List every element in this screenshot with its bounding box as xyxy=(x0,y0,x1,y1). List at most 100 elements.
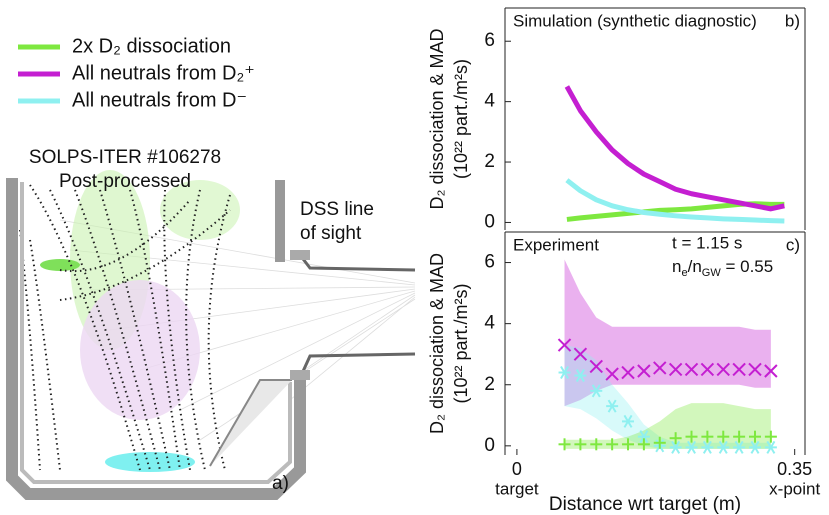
annotation-part: /n xyxy=(688,257,702,276)
y-tick-label: 4 xyxy=(484,313,495,334)
marker-stroke xyxy=(573,347,588,361)
annotation: Simulation (synthetic diagnostic) xyxy=(513,11,757,30)
marker xyxy=(764,364,778,378)
marker-stroke xyxy=(764,364,778,378)
marker-stroke xyxy=(732,362,746,377)
marker xyxy=(749,430,761,443)
marker-stroke xyxy=(718,440,728,454)
sight-lines xyxy=(59,219,416,441)
marker-stroke xyxy=(668,362,683,377)
annotation-part: = 0.55 xyxy=(721,257,773,276)
marker-stroke xyxy=(637,364,651,378)
marker xyxy=(621,365,635,380)
marker-stroke xyxy=(557,338,572,352)
marker xyxy=(606,438,619,451)
y-tick-label: 2 xyxy=(484,151,495,172)
y-tick-label: 4 xyxy=(484,91,495,112)
legend-label: All neutrals from D₂⁺ xyxy=(72,62,255,84)
marker-stroke xyxy=(605,367,619,381)
x-tick-label: 0.35 xyxy=(777,459,812,479)
marker xyxy=(574,369,587,383)
marker-stroke xyxy=(621,365,635,380)
marker xyxy=(653,436,666,449)
annotation-part: GW xyxy=(702,267,722,279)
marker xyxy=(733,440,746,454)
marker xyxy=(573,347,588,361)
marker xyxy=(701,430,714,443)
marker-stroke xyxy=(589,359,603,374)
y-tick-label: 6 xyxy=(484,252,495,273)
los-label: DSS line xyxy=(300,199,374,220)
marker xyxy=(732,362,746,377)
panel-label: b) xyxy=(785,11,800,30)
y-tick-label: 6 xyxy=(484,30,495,51)
marker xyxy=(637,364,651,378)
annotation: ne/nGW = 0.55 xyxy=(672,257,773,278)
marker xyxy=(684,362,699,377)
marker xyxy=(590,384,603,398)
marker xyxy=(717,440,730,454)
marker-stroke xyxy=(748,362,762,377)
marker xyxy=(558,438,571,451)
marker xyxy=(685,430,698,443)
marker xyxy=(622,438,635,451)
marker-stroke xyxy=(560,366,569,380)
marker xyxy=(764,440,777,454)
marker-stroke xyxy=(734,440,744,454)
los-label: of sight xyxy=(300,223,362,244)
marker-stroke xyxy=(591,384,601,398)
marker xyxy=(637,438,650,451)
y-tick-label: 0 xyxy=(484,435,495,456)
marker xyxy=(717,430,730,443)
annotation: t = 1.15 s xyxy=(672,233,742,252)
diagram-subtitle: Post-processed xyxy=(59,171,191,192)
marker xyxy=(685,440,698,454)
x-tick-sublabel: x-point xyxy=(769,479,820,498)
y-axis-unit: (10²² part./m²s) xyxy=(451,59,471,179)
vessel-diagram: SOLPS-ITER #106278 Post-processed DSS li… xyxy=(6,147,416,500)
marker xyxy=(733,430,746,443)
marker xyxy=(605,367,619,381)
annotation: Experiment xyxy=(513,235,599,254)
marker xyxy=(764,430,777,443)
marker xyxy=(668,362,683,377)
y-axis-label: D₂ dissociation & MAD xyxy=(427,28,447,209)
y-axis-unit: (10²² part./m²s) xyxy=(451,283,471,403)
marker-stroke xyxy=(702,440,712,454)
marker xyxy=(637,430,650,444)
marker xyxy=(669,440,682,454)
x-axis-label: Distance wrt target (m) xyxy=(549,494,741,515)
marker xyxy=(606,399,619,413)
marker xyxy=(748,362,762,377)
marker xyxy=(622,414,635,428)
marker xyxy=(749,440,761,454)
marker-stroke xyxy=(607,399,617,413)
series-line xyxy=(565,178,785,224)
marker xyxy=(574,438,587,451)
marker-stroke xyxy=(700,362,715,377)
marker-stroke xyxy=(671,440,681,454)
marker xyxy=(590,438,603,451)
marker-stroke xyxy=(623,414,633,428)
error-band xyxy=(564,345,771,449)
marker xyxy=(653,361,667,375)
legend-label: All neutrals from D⁻ xyxy=(72,89,247,111)
marker xyxy=(701,440,714,454)
marker xyxy=(669,432,682,445)
series-line xyxy=(564,85,785,212)
marker-stroke xyxy=(575,369,585,383)
y-tick-label: 0 xyxy=(484,211,495,232)
marker-stroke xyxy=(716,362,730,377)
legend: 2x D₂ dissociation All neutrals from D₂⁺ A… xyxy=(18,35,255,111)
x-tick-label: 0 xyxy=(512,459,522,479)
diagram-title: SOLPS-ITER #106278 xyxy=(29,147,221,168)
marker xyxy=(716,362,730,377)
panel-label: a) xyxy=(272,473,289,494)
legend-label: 2x D₂ dissociation xyxy=(72,35,231,57)
annotation-part: n xyxy=(672,257,681,276)
y-axis-label: D₂ dissociation & MAD xyxy=(427,253,447,434)
marker-stroke xyxy=(639,430,649,444)
annotation-part: e xyxy=(681,267,687,279)
